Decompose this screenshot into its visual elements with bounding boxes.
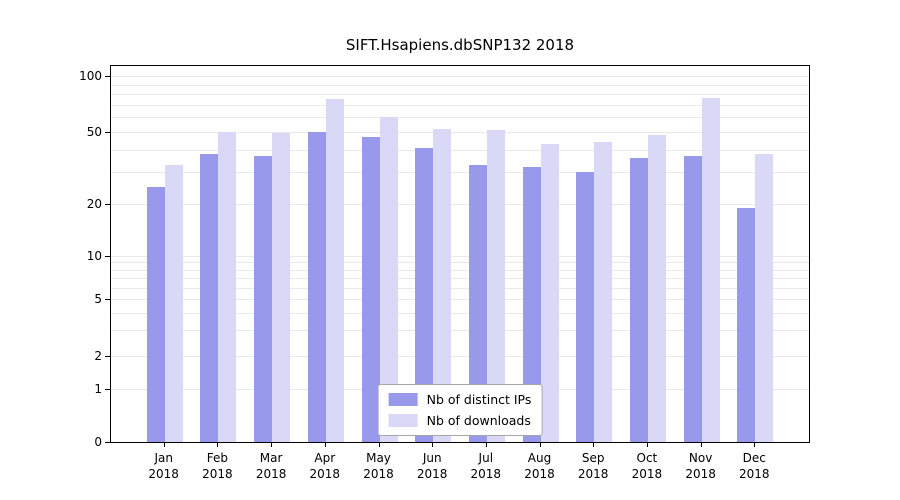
x-tick-mark [485,443,487,447]
bar-distinct-ips-mar [254,155,273,442]
bar-downloads-feb [218,131,237,442]
gridline [111,312,809,314]
bar-distinct-ips-jun [415,147,434,442]
y-tick-label-5: 5 [94,291,102,306]
x-tick-mark [593,443,595,447]
x-tick-mark [646,443,648,447]
bar-downloads-oct [647,135,666,442]
legend-swatch-downloads [388,414,418,427]
bar-distinct-ips-apr [307,131,326,442]
legend: Nb of distinct IPs Nb of downloads [377,384,543,436]
bar-distinct-ips-may [361,136,380,442]
plot-area: Nb of distinct IPs Nb of downloads [110,65,810,443]
gridline [111,131,809,133]
chart-title: SIFT.Hsapiens.dbSNP132 2018 [345,36,575,54]
gridline [111,298,809,300]
x-tick-mark [378,443,380,447]
gridline [111,277,809,279]
gridline [111,104,809,106]
x-tick-label-dec: Dec 2018 [739,451,770,481]
legend-swatch-distinct-ips [388,393,418,406]
x-tick-mark [432,443,434,447]
gridline [111,172,809,174]
y-tick-label-0: 0 [94,435,102,449]
x-tick-label-mar: Mar 2018 [255,451,287,481]
x-tick-mark [754,443,756,447]
gridline [111,355,809,357]
y-tick-mark [105,131,110,133]
x-tick-mark [163,443,165,447]
y-tick-mark [105,389,110,391]
x-tick-mark [271,443,273,447]
y-tick-label-100: 100 [79,69,102,84]
x-tick-label-feb: Feb 2018 [202,451,233,481]
x-tick-label-jul: Jul 2018 [470,451,502,481]
bar-distinct-ips-sep [576,172,595,442]
y-tick-label-1: 1 [94,382,102,397]
bar-distinct-ips-oct [629,157,648,442]
gridline [111,76,809,78]
gridline [111,262,809,264]
y-tick-label-50: 50 [86,124,102,139]
x-tick-label-jan: Jan 2018 [148,451,179,481]
gridline [111,255,809,257]
gridline [111,204,809,206]
legend-item-downloads: Nb of downloads [388,413,532,428]
bar-distinct-ips-dec [737,208,756,442]
x-tick-label-sep: Sep 2018 [577,451,609,481]
gridline [111,149,809,151]
bar-downloads-aug [540,143,559,442]
x-tick-label-nov: Nov 2018 [685,451,716,481]
bar-downloads-nov [701,98,720,442]
y-tick-mark [105,298,110,300]
gridline [111,117,809,119]
y-tick-label-2: 2 [94,348,102,363]
y-tick-mark [105,204,110,206]
legend-label-downloads: Nb of downloads [426,413,531,428]
legend-item-distinct-ips: Nb of distinct IPs [388,392,532,407]
legend-label-distinct-ips: Nb of distinct IPs [426,392,532,407]
bar-distinct-ips-feb [200,153,219,442]
x-tick-mark [539,443,541,447]
y-tick-mark [105,255,110,257]
y-tick-label-10: 10 [86,248,102,263]
y-tick-label-20: 20 [86,197,102,212]
x-tick-label-apr: Apr 2018 [309,451,341,481]
x-tick-mark [217,443,219,447]
gridline [111,84,809,86]
gridline [111,330,809,332]
y-tick-mark [105,76,110,78]
bar-downloads-may [379,117,398,442]
x-tick-label-oct: Oct 2018 [631,451,663,481]
bar-distinct-ips-nov [683,155,702,442]
x-tick-label-aug: Aug 2018 [524,451,555,481]
bar-downloads-dec [755,153,774,442]
bar-downloads-apr [325,99,344,442]
x-tick-label-may: May 2018 [363,451,394,481]
bar-distinct-ips-jul [468,164,487,442]
bar-downloads-jan [164,164,183,442]
gridline [111,94,809,96]
bar-downloads-mar [272,133,291,442]
x-tick-label-jun: Jun 2018 [416,451,448,481]
x-tick-mark [700,443,702,447]
bar-downloads-jun [433,128,452,442]
y-tick-mark [105,442,110,443]
bar-distinct-ips-jan [146,186,165,442]
gridline [111,269,809,271]
bar-downloads-sep [594,141,613,442]
bar-downloads-jul [486,130,505,442]
x-tick-mark [324,443,326,447]
gridline [111,287,809,289]
bar-distinct-ips-aug [522,167,541,442]
y-tick-mark [105,355,110,357]
